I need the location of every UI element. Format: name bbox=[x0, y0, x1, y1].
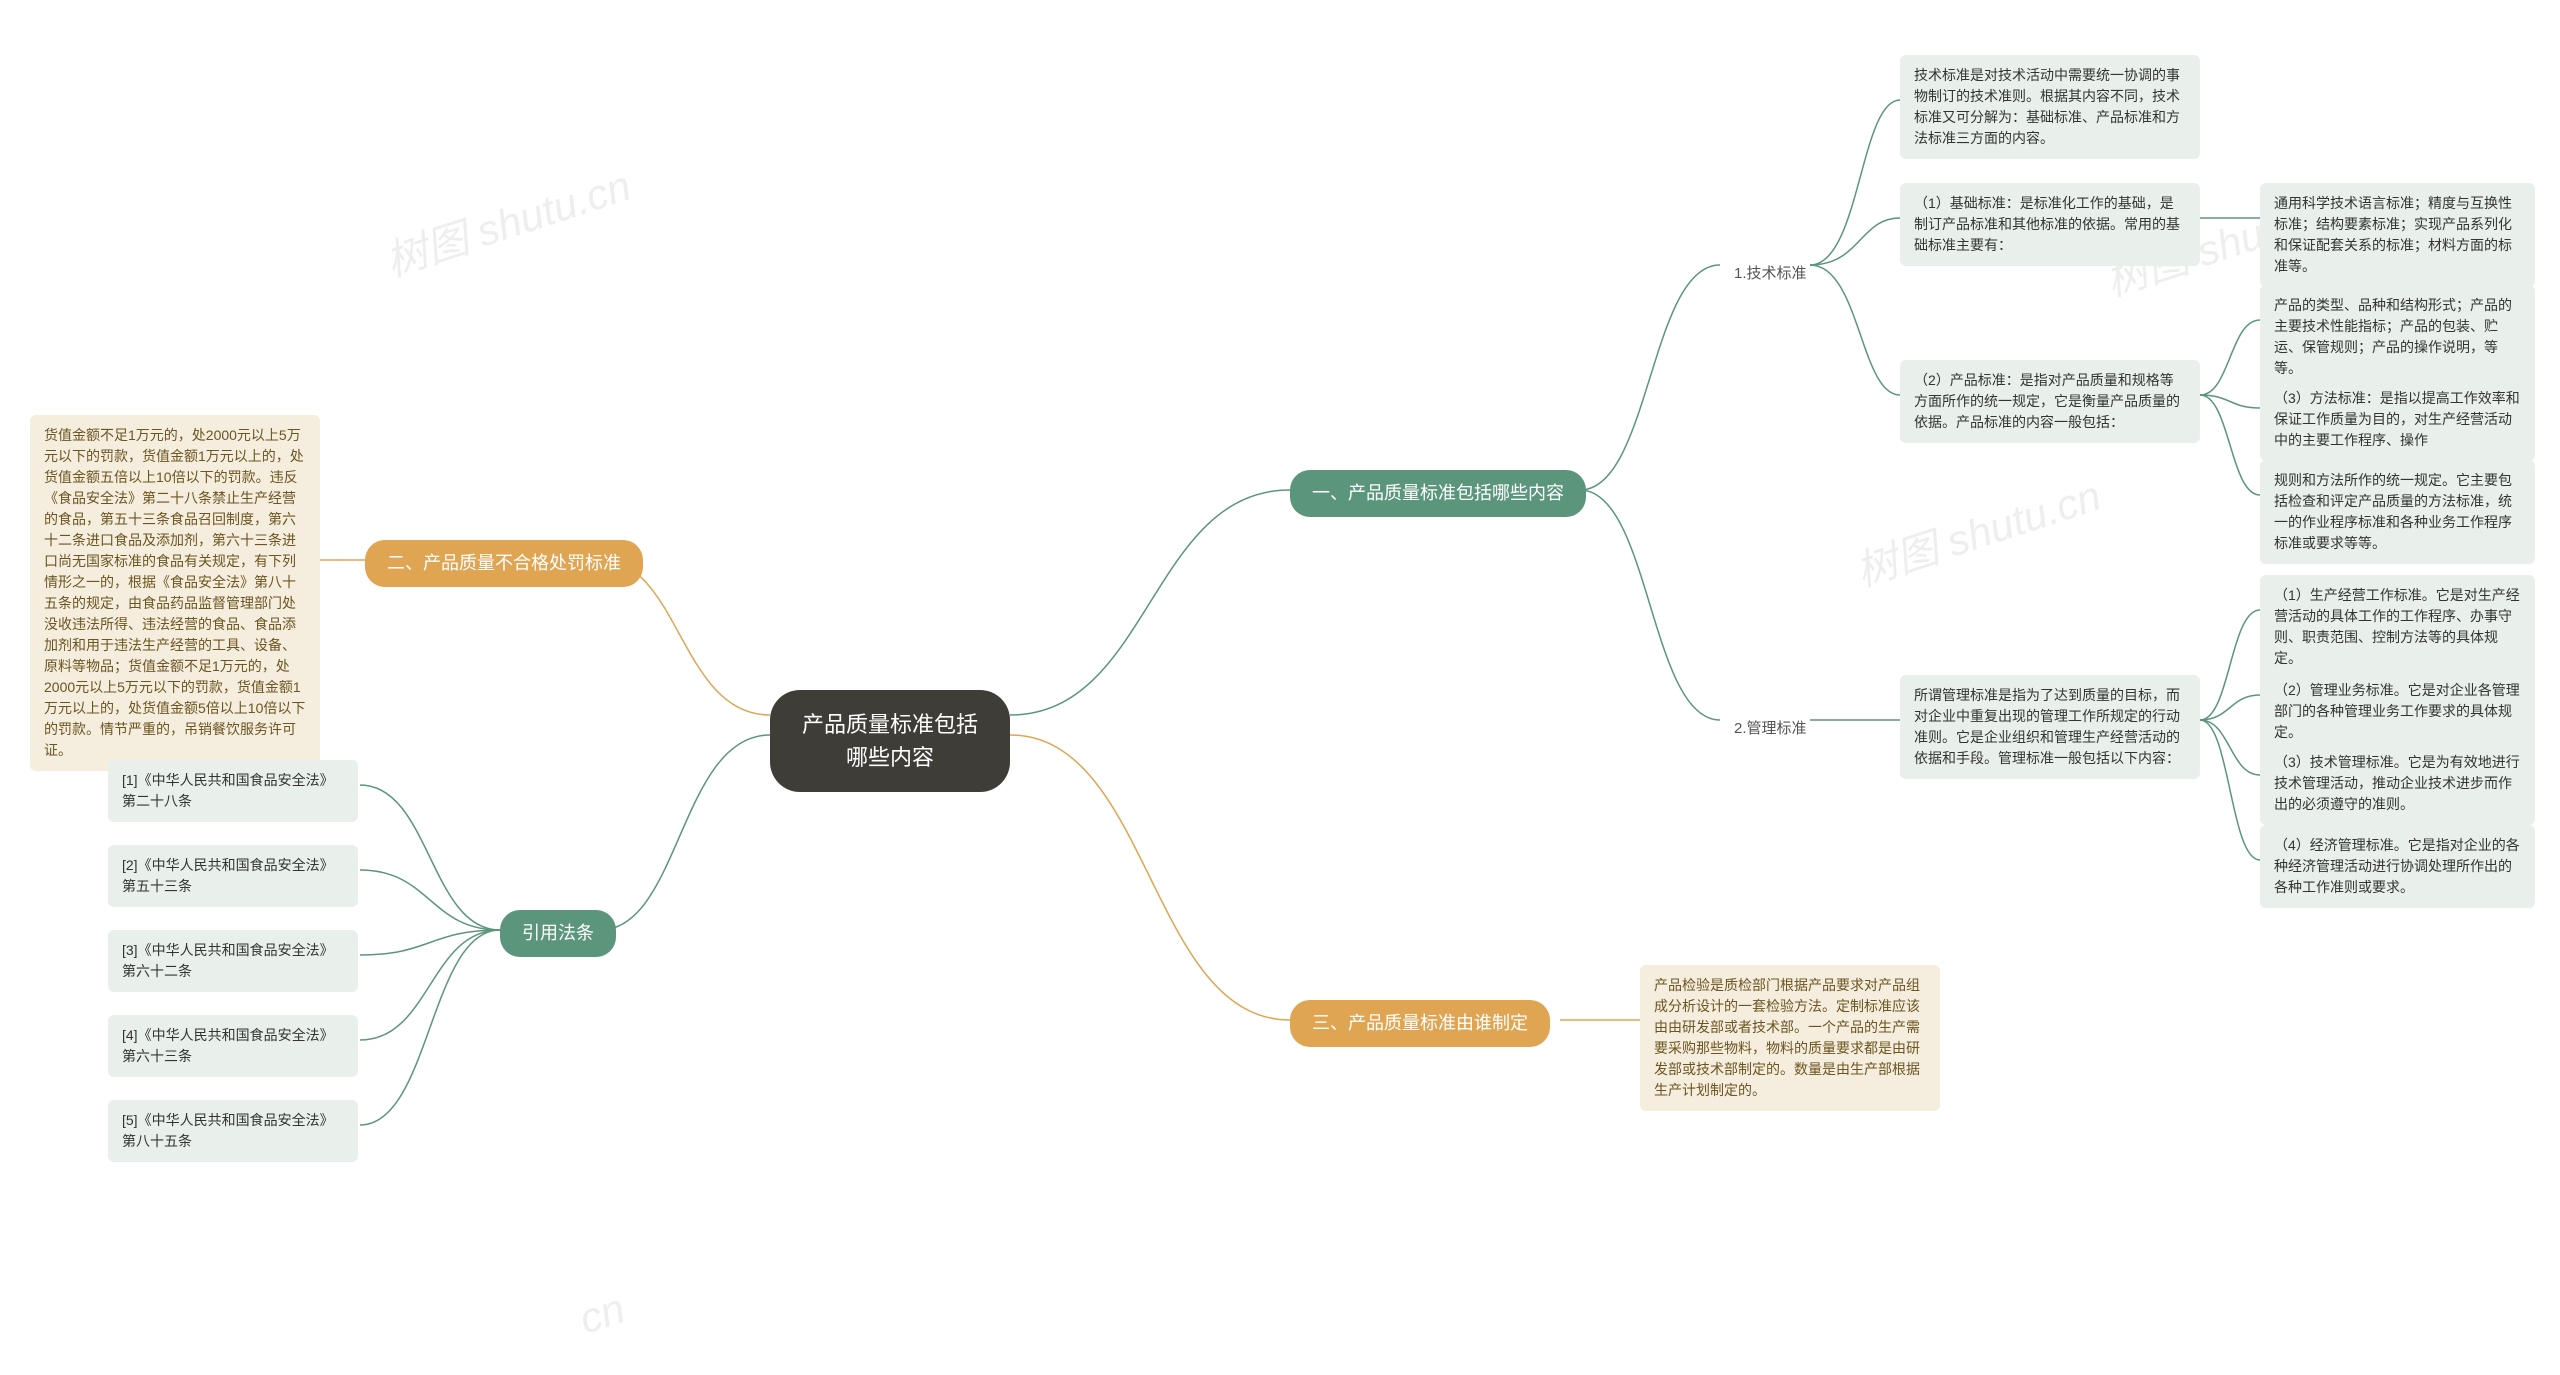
b3-body: 产品检验是质检部门根据产品要求对产品组成分析设计的一套检验方法。定制标准应该由由… bbox=[1640, 965, 1940, 1111]
b1-s1-c2-l1: 产品的类型、品种和结构形式；产品的主要技术性能指标；产品的包装、贮运、保管规则；… bbox=[2260, 285, 2535, 389]
b4-ref-3: [3]《中华人民共和国食品安全法》 第六十二条 bbox=[108, 930, 358, 992]
branch-2[interactable]: 二、产品质量不合格处罚标准 bbox=[365, 540, 643, 587]
b1-s1-c0: 技术标准是对技术活动中需要统一协调的事物制订的技术准则。根据其内容不同，技术标准… bbox=[1900, 55, 2200, 159]
b1-s2-m1: （1）生产经营工作标准。它是对生产经营活动的具体工作的工作程序、办事守则、职责范… bbox=[2260, 575, 2535, 679]
b1-s2-m4: （4）经济管理标准。它是指对企业的各种经济管理活动进行协调处理所作出的各种工作准… bbox=[2260, 825, 2535, 908]
branch-1-sub-2[interactable]: 2.管理标准 bbox=[1720, 708, 1821, 751]
watermark: 树图 shutu.cn bbox=[1847, 462, 2108, 599]
b1-s1-c2-l2: （3）方法标准：是指以提高工作效率和保证工作质量为目的，对生产经营活动中的主要工… bbox=[2260, 378, 2535, 461]
watermark: 树图 shutu.cn bbox=[377, 152, 638, 289]
b1-s1-c2-l3: 规则和方法所作的统一规定。它主要包括检查和评定产品质量的方法标准，统一的作业程序… bbox=[2260, 460, 2535, 564]
branch-1[interactable]: 一、产品质量标准包括哪些内容 bbox=[1290, 470, 1586, 517]
branch-3[interactable]: 三、产品质量标准由谁制定 bbox=[1290, 1000, 1550, 1047]
b1-s2-m2: （2）管理业务标准。它是对企业各管理部门的各种管理业务工作要求的具体规定。 bbox=[2260, 670, 2535, 753]
b1-s1-c2: （2）产品标准：是指对产品质量和规格等方面所作的统一规定，它是衡量产品质量的依据… bbox=[1900, 360, 2200, 443]
b4-ref-5: [5]《中华人民共和国食品安全法》 第八十五条 bbox=[108, 1100, 358, 1162]
b1-s2-m3: （3）技术管理标准。它是为有效地进行技术管理活动，推动企业技术进步而作出的必须遵… bbox=[2260, 742, 2535, 825]
branch-1-sub-1[interactable]: 1.技术标准 bbox=[1720, 253, 1821, 296]
branch-4[interactable]: 引用法条 bbox=[500, 910, 616, 957]
b1-s1-c1-leaf: 通用科学技术语言标准；精度与互换性标准；结构要素标准；实现产品系列化和保证配套关… bbox=[2260, 183, 2535, 287]
b4-ref-4: [4]《中华人民共和国食品安全法》 第六十三条 bbox=[108, 1015, 358, 1077]
b4-ref-2: [2]《中华人民共和国食品安全法》 第五十三条 bbox=[108, 845, 358, 907]
b1-s2-body: 所谓管理标准是指为了达到质量的目标，而对企业中重复出现的管理工作所规定的行动准则… bbox=[1900, 675, 2200, 779]
b2-body: 货值金额不足1万元的，处2000元以上5万元以下的罚款，货值金额1万元以上的，处… bbox=[30, 415, 320, 771]
b1-s1-c1: （1）基础标准：是标准化工作的基础，是制订产品标准和其他标准的依据。常用的基础标… bbox=[1900, 183, 2200, 266]
watermark: cn bbox=[574, 1284, 631, 1343]
root-node[interactable]: 产品质量标准包括哪些内容 bbox=[770, 690, 1010, 792]
b4-ref-1: [1]《中华人民共和国食品安全法》 第二十八条 bbox=[108, 760, 358, 822]
